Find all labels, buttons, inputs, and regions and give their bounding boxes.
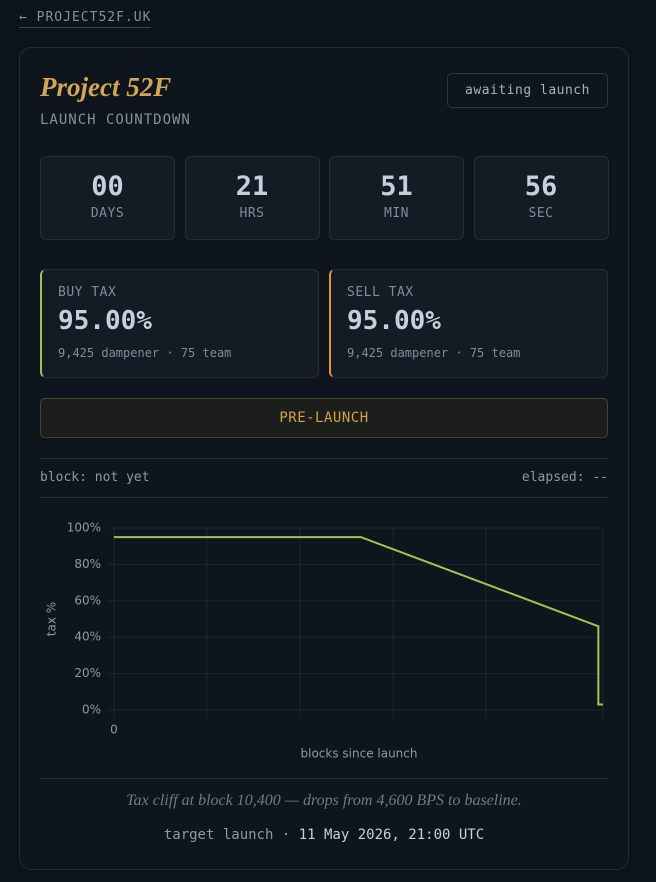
tax-label: BUY TAX <box>58 285 117 300</box>
footer-label: target launch · <box>163 827 291 843</box>
decor-grid <box>206 528 604 718</box>
divider <box>40 497 608 498</box>
countdown-unit: SEC <box>528 206 554 221</box>
countdown-unit: HRS <box>239 206 265 221</box>
countdown-box: 00 DAYS <box>40 156 175 240</box>
countdown-value: 56 <box>524 171 558 202</box>
elapsed-status: elapsed: -- <box>521 470 608 485</box>
divider <box>40 458 608 459</box>
footer: target launch · 11 May 2026, 21:00 UTC <box>40 827 608 843</box>
chart: blocks since launch tax % 0% 20% 40% 60% 80%… <box>45 521 604 761</box>
y-axis-label: tax % <box>45 602 59 636</box>
caption: Tax cliff at block 10,400 — drops from 4… <box>126 792 522 809</box>
y-tick-label: 80% <box>74 557 101 571</box>
block-status: block: not yet <box>40 470 150 485</box>
countdown-value: 21 <box>235 171 269 202</box>
y-tick-label: 40% <box>74 630 101 644</box>
sell-tax-card: SELL TAX 95.00% 9,425 dampener · 75 team <box>329 269 608 378</box>
countdown-value: 51 <box>380 171 413 202</box>
countdown-value: 00 <box>91 171 124 202</box>
tax-label: SELL TAX <box>347 285 414 300</box>
countdown-unit: MIN <box>384 206 409 221</box>
tax-value: 95.00% <box>347 306 441 336</box>
tax-value: 95.00% <box>58 306 152 336</box>
y-tick-label: 0% <box>82 703 101 717</box>
countdown-box: 51 MIN <box>329 156 464 240</box>
y-tick-label: 100% <box>67 521 101 535</box>
countdown-unit: DAYS <box>90 206 125 221</box>
divider <box>40 778 608 779</box>
tax-detail: 9,425 dampener · 75 team <box>347 346 521 360</box>
countdown-box: 56 SEC <box>473 156 609 240</box>
status-badge: awaiting launch <box>447 73 608 108</box>
y-tick-label: 20% <box>74 666 101 680</box>
x-tick-label: 0 <box>110 723 118 737</box>
subtitle: LAUNCH COUNTDOWN <box>40 112 191 128</box>
footer-date: 11 May 2026, 21:00 UTC <box>298 827 485 843</box>
buy-tax-card: BUY TAX 95.00% 9,425 dampener · 75 team <box>40 269 319 378</box>
line <box>114 536 603 706</box>
y-tick-label: 60% <box>74 593 101 607</box>
title: Project 52F <box>40 72 172 102</box>
phase-button[interactable]: PRE-LAUNCH <box>40 398 608 438</box>
countdown-box: 21 HRS <box>184 156 320 240</box>
x-axis-label: blocks since launch <box>301 747 418 761</box>
back-link[interactable]: ← PROJECT52F.UK <box>19 10 152 28</box>
tax-detail: 9,425 dampener · 75 team <box>58 346 232 360</box>
